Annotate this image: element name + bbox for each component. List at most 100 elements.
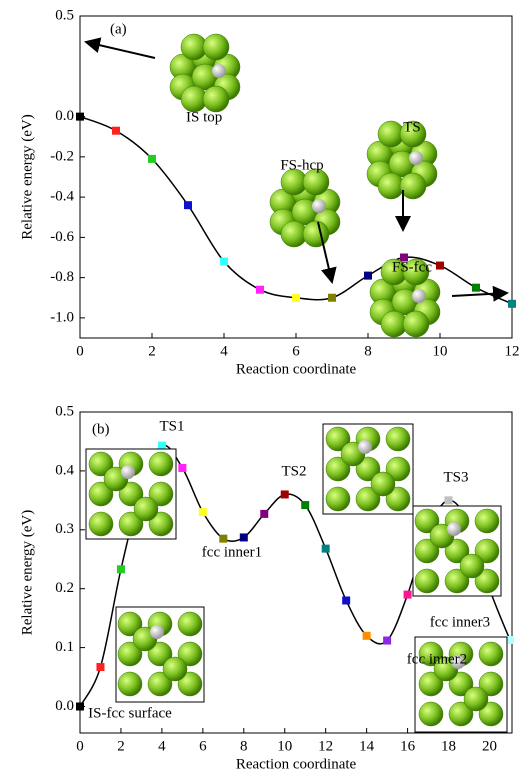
atom xyxy=(118,511,144,537)
x-axis-title: Reaction coordinate xyxy=(236,361,357,377)
atom xyxy=(474,538,500,564)
point xyxy=(260,509,269,518)
x-tick-label: 14 xyxy=(359,738,375,754)
x-tick-label: 10 xyxy=(433,343,448,359)
atom xyxy=(177,671,203,697)
point xyxy=(184,201,192,210)
atom xyxy=(355,486,381,512)
atom xyxy=(385,456,411,482)
y-axis-title: Relative energy (eV) xyxy=(19,510,35,636)
y-tick-label: 0.4 xyxy=(55,462,74,478)
atom xyxy=(325,456,351,482)
atom xyxy=(402,258,430,286)
y-tick-label: 0.5 xyxy=(55,403,74,419)
point xyxy=(76,112,84,121)
point xyxy=(400,253,408,262)
atom xyxy=(478,641,504,667)
y-tick-label: 0.0 xyxy=(55,698,74,714)
atom xyxy=(478,671,504,697)
atom xyxy=(177,641,203,667)
point xyxy=(219,534,228,543)
inset-structure xyxy=(366,120,438,200)
atom xyxy=(399,172,427,200)
h-atom xyxy=(212,64,226,78)
atom xyxy=(385,486,411,512)
atom xyxy=(88,511,114,537)
h-atom xyxy=(150,625,164,639)
x-tick-label: 0 xyxy=(76,343,84,359)
y-tick-label: -0.2 xyxy=(50,148,74,164)
y-tick-label: -0.8 xyxy=(50,269,74,285)
atom xyxy=(88,481,114,507)
h-atom xyxy=(412,289,426,303)
atom xyxy=(202,33,230,61)
point xyxy=(116,565,125,574)
h-atom xyxy=(447,522,461,536)
point xyxy=(436,261,444,270)
atom xyxy=(474,508,500,534)
x-tick-label: 18 xyxy=(441,738,456,754)
inset-structure xyxy=(418,641,504,727)
atom xyxy=(414,508,440,534)
y-tick-label: 0.5 xyxy=(55,7,74,23)
point xyxy=(383,636,392,645)
x-tick-label: 2 xyxy=(148,343,156,359)
point xyxy=(112,126,120,135)
y-tick-label: 0.0 xyxy=(55,108,74,124)
h-atom xyxy=(409,151,423,165)
point xyxy=(198,508,207,517)
atom xyxy=(402,310,430,338)
x-tick-label: 0 xyxy=(76,738,84,754)
arrow xyxy=(451,285,509,302)
inset-structure xyxy=(169,33,241,113)
atom xyxy=(478,701,504,727)
atom xyxy=(147,671,173,697)
atom xyxy=(88,451,114,477)
h-atom xyxy=(121,465,135,479)
y-tick-label: -1.0 xyxy=(50,309,74,325)
atom xyxy=(474,568,500,594)
y-axis-title: Relative energy (eV) xyxy=(19,114,35,240)
point xyxy=(444,496,453,505)
x-tick-label: 16 xyxy=(400,738,416,754)
point xyxy=(96,663,105,672)
annotation: fcc inner2 xyxy=(407,651,467,667)
atom xyxy=(418,641,444,667)
atom xyxy=(148,451,174,477)
y-tick-label: 0.1 xyxy=(55,639,74,655)
atom xyxy=(399,120,427,148)
x-tick-label: 12 xyxy=(318,738,333,754)
point xyxy=(178,463,187,472)
annotation: TS3 xyxy=(443,469,468,485)
x-tick-label: 8 xyxy=(364,343,372,359)
point xyxy=(505,635,514,644)
annotation: fcc inner3 xyxy=(430,614,490,630)
atom xyxy=(370,471,396,497)
x-tick-label: 6 xyxy=(292,343,300,359)
x-tick-label: 12 xyxy=(505,343,520,359)
point xyxy=(342,596,351,605)
annotation: FS-fcc xyxy=(392,259,432,275)
point xyxy=(239,533,248,542)
atom xyxy=(118,481,144,507)
annotation: TS2 xyxy=(281,463,306,479)
atom xyxy=(117,671,143,697)
x-tick-label: 20 xyxy=(482,738,497,754)
atom xyxy=(444,568,470,594)
inset-structure xyxy=(117,611,203,697)
atom xyxy=(448,701,474,727)
atom xyxy=(414,538,440,564)
point xyxy=(280,490,289,499)
atom xyxy=(325,486,351,512)
y-tick-label: -0.4 xyxy=(50,189,74,205)
point xyxy=(301,501,310,510)
point xyxy=(76,702,84,711)
atom xyxy=(302,168,330,196)
point xyxy=(362,631,371,640)
x-tick-label: 10 xyxy=(277,738,292,754)
atom xyxy=(133,496,159,522)
h-atom xyxy=(451,655,465,669)
point xyxy=(403,590,412,599)
point xyxy=(508,299,516,308)
